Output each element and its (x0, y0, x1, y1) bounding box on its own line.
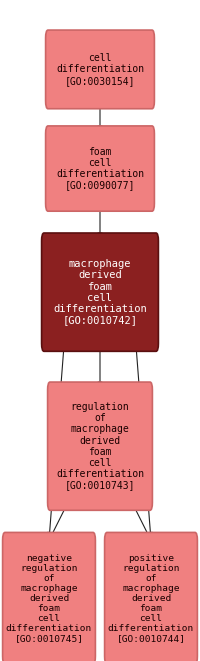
Text: macrophage
derived
foam
cell
differentiation
[GO:0010742]: macrophage derived foam cell differentia… (53, 259, 147, 325)
FancyBboxPatch shape (3, 533, 95, 661)
FancyBboxPatch shape (42, 233, 158, 351)
Text: positive
regulation
of
macrophage
derived
foam
cell
differentiation
[GO:0010744]: positive regulation of macrophage derive… (108, 553, 194, 643)
FancyBboxPatch shape (105, 533, 197, 661)
FancyBboxPatch shape (46, 126, 154, 212)
FancyBboxPatch shape (46, 30, 154, 108)
Text: negative
regulation
of
macrophage
derived
foam
cell
differentiation
[GO:0010745]: negative regulation of macrophage derive… (6, 553, 92, 643)
Text: regulation
of
macrophage
derived
foam
cell
differentiation
[GO:0010743]: regulation of macrophage derived foam ce… (56, 402, 144, 490)
FancyBboxPatch shape (48, 382, 152, 510)
Text: foam
cell
differentiation
[GO:0090077]: foam cell differentiation [GO:0090077] (56, 147, 144, 190)
Text: cell
differentiation
[GO:0030154]: cell differentiation [GO:0030154] (56, 53, 144, 86)
